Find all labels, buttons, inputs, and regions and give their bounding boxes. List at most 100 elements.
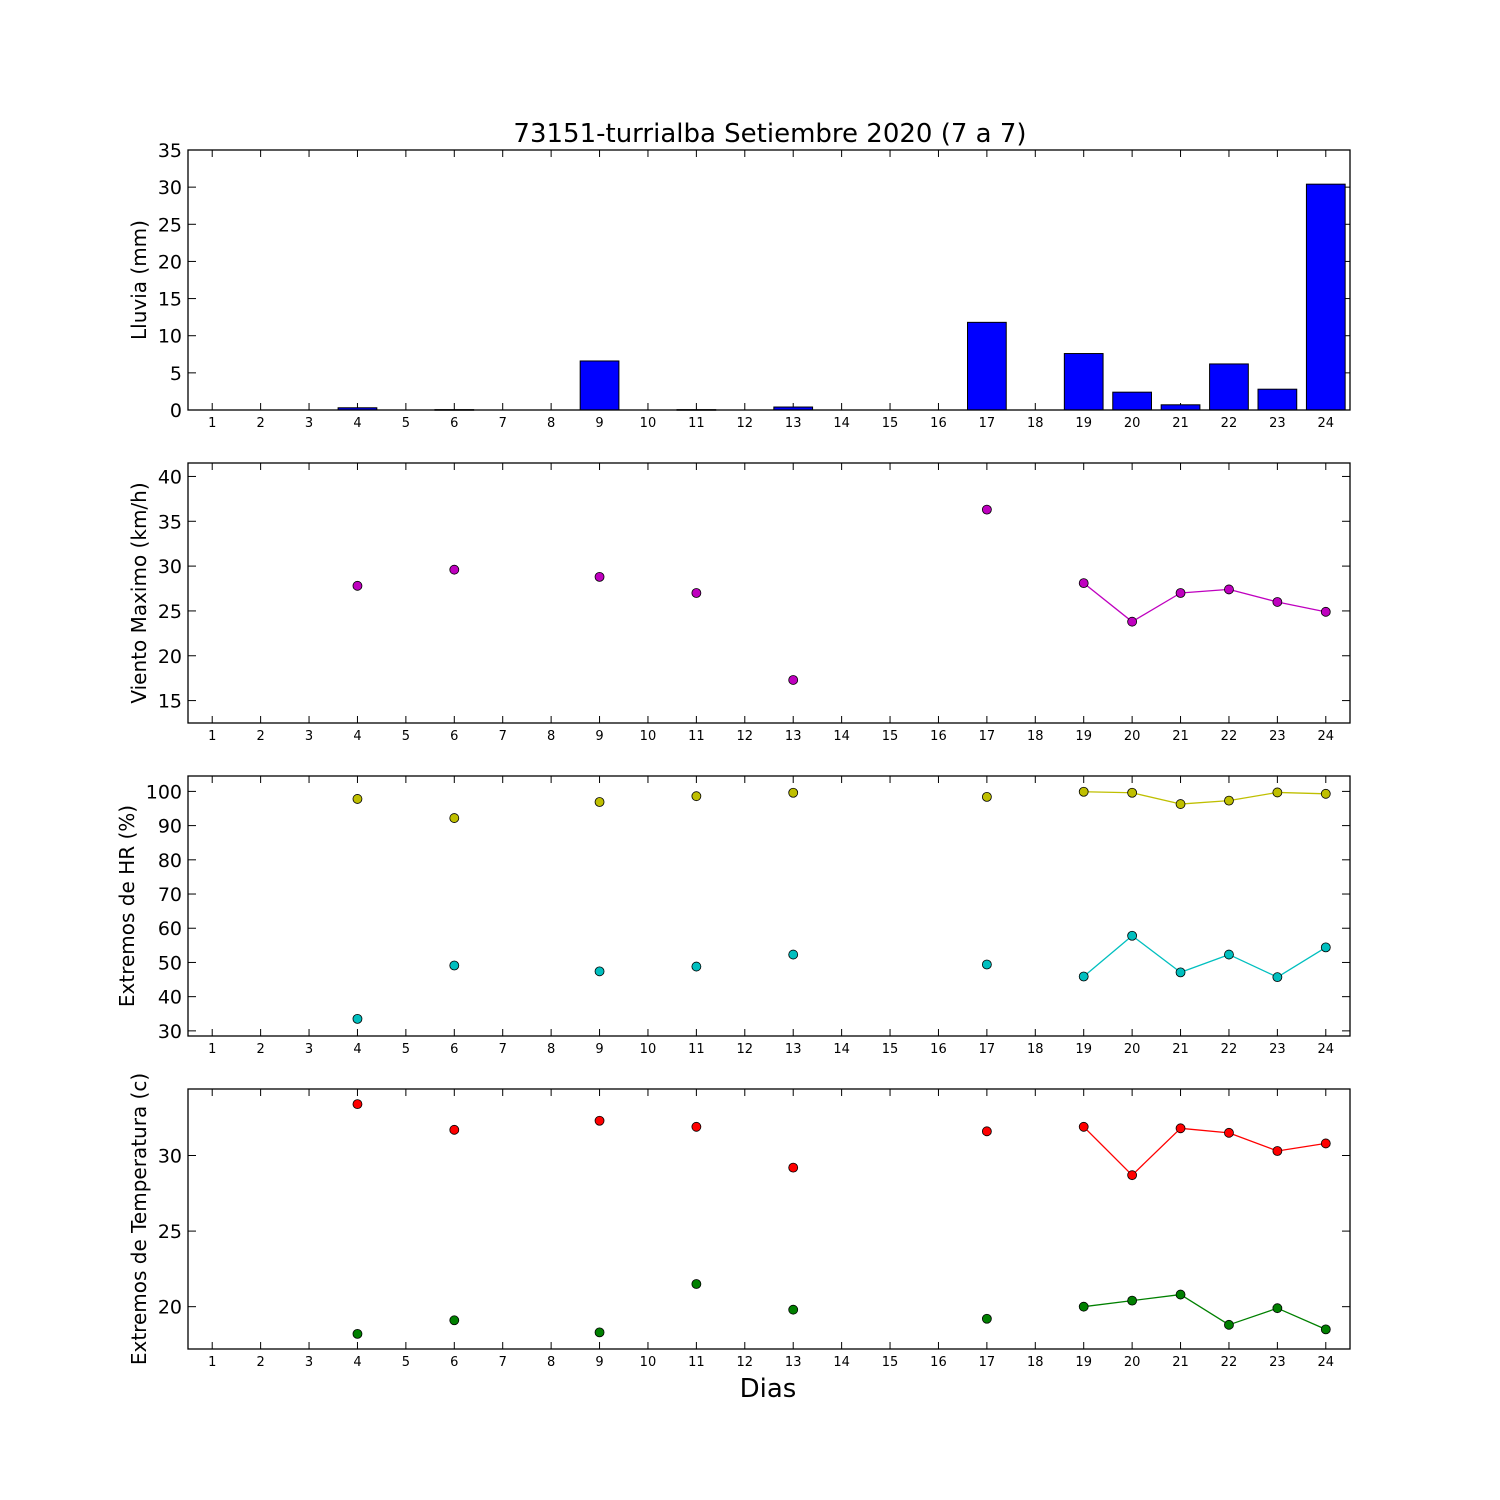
x-tick-label: 22 bbox=[1221, 1355, 1238, 1370]
x-tick-label: 14 bbox=[833, 1042, 850, 1057]
x-tick-label: 1 bbox=[208, 1355, 216, 1370]
temperature-plot-frame bbox=[187, 1088, 1351, 1350]
y-tick-label: 10 bbox=[158, 326, 182, 348]
temperature-series-1-segment bbox=[1083, 1299, 1133, 1308]
humidity-series-1-segment bbox=[1083, 935, 1133, 977]
rain-plot-frame bbox=[187, 149, 1351, 411]
y-tick-label: 25 bbox=[158, 601, 182, 623]
x-tick-label: 1 bbox=[208, 416, 216, 431]
temperature-series-1-point bbox=[352, 1328, 363, 1339]
humidity-series-0-point bbox=[1078, 786, 1089, 797]
y-tick-label: 70 bbox=[158, 884, 182, 906]
humidity-series-0-point bbox=[1175, 799, 1186, 809]
wind-series-0-point bbox=[1272, 597, 1283, 607]
humidity-series-0-point bbox=[594, 797, 605, 807]
x-tick-label: 14 bbox=[833, 416, 850, 431]
x-tick-label: 2 bbox=[256, 729, 264, 744]
rain-bar bbox=[1112, 391, 1152, 411]
humidity-series-1-point bbox=[594, 966, 605, 977]
x-tick-label: 17 bbox=[979, 729, 996, 744]
x-tick-label: 20 bbox=[1124, 729, 1141, 744]
x-tick-label: 23 bbox=[1269, 1355, 1286, 1370]
temperature-series-0-segment bbox=[1131, 1127, 1181, 1176]
x-tick-label: 9 bbox=[595, 1355, 603, 1370]
wind-series-0-point bbox=[1224, 584, 1234, 595]
humidity-series-0-point bbox=[691, 791, 702, 802]
wind-series-0-point bbox=[1320, 606, 1331, 617]
x-tick-label: 13 bbox=[785, 1042, 802, 1057]
rain-bar bbox=[1305, 183, 1346, 411]
temperature-series-0-segment bbox=[1083, 1126, 1133, 1176]
y-tick-label: 35 bbox=[158, 511, 182, 533]
x-tick-label: 22 bbox=[1221, 1042, 1238, 1057]
temperature-series-1-point bbox=[1175, 1289, 1186, 1300]
humidity-series-0-point bbox=[788, 787, 799, 798]
temperature-series-1-point bbox=[449, 1315, 460, 1326]
x-tick-label: 13 bbox=[785, 729, 802, 744]
humidity-series-0-point bbox=[1272, 787, 1283, 798]
y-tick-label: 30 bbox=[158, 1146, 182, 1168]
x-tick-label: 21 bbox=[1172, 729, 1189, 744]
y-tick-label: 50 bbox=[158, 952, 182, 974]
y-tick-label: 60 bbox=[158, 918, 182, 940]
x-tick-label: 2 bbox=[256, 1355, 264, 1370]
x-tick-label: 6 bbox=[450, 729, 458, 744]
x-tick-label: 20 bbox=[1124, 1042, 1141, 1057]
x-tick-label: 1 bbox=[208, 729, 216, 744]
chart-title: 73151-turrialba Setiembre 2020 (7 a 7) bbox=[513, 119, 1026, 149]
wind-series-0-point bbox=[594, 571, 605, 582]
x-tick-label: 6 bbox=[450, 1355, 458, 1370]
x-tick-label: 18 bbox=[1027, 1355, 1044, 1370]
humidity-series-1-segment bbox=[1228, 953, 1278, 978]
y-tick-label: 20 bbox=[158, 1297, 182, 1319]
rain-bar bbox=[1063, 353, 1104, 411]
y-tick-label: 40 bbox=[158, 987, 182, 1009]
x-tick-label: 16 bbox=[930, 1355, 947, 1370]
temperature-series-0-point bbox=[449, 1124, 460, 1135]
x-tick-label: 16 bbox=[930, 729, 947, 744]
x-tick-label: 15 bbox=[882, 1355, 899, 1370]
temperature-series-1-point bbox=[594, 1327, 605, 1338]
temperature-series-1-point bbox=[691, 1279, 702, 1289]
humidity-series-0-point bbox=[1224, 795, 1234, 806]
x-tick-label: 8 bbox=[547, 416, 555, 431]
rain-bar bbox=[1160, 404, 1201, 411]
x-tick-label: 18 bbox=[1027, 1042, 1044, 1057]
x-tick-label: 11 bbox=[688, 729, 705, 744]
wind-series-0-point bbox=[1127, 616, 1138, 627]
wind-series-0-point bbox=[1175, 588, 1186, 598]
temperature-series-0-point bbox=[1272, 1146, 1283, 1156]
humidity-series-1-point bbox=[1127, 930, 1138, 941]
rain-y-axis-label: Lluvia (mm) bbox=[127, 220, 151, 340]
x-tick-label: 11 bbox=[688, 1042, 705, 1057]
humidity-series-1-point bbox=[981, 959, 992, 970]
x-tick-label: 8 bbox=[547, 1042, 555, 1057]
x-tick-label: 8 bbox=[547, 729, 555, 744]
temperature-series-1-point bbox=[1272, 1303, 1283, 1314]
x-tick-label: 3 bbox=[305, 729, 313, 744]
x-tick-label: 23 bbox=[1269, 1042, 1286, 1057]
y-tick-label: 25 bbox=[158, 214, 182, 236]
x-tick-label: 7 bbox=[499, 1042, 507, 1057]
x-tick-label: 2 bbox=[256, 416, 264, 431]
x-tick-label: 3 bbox=[305, 1042, 313, 1057]
wind-series-0-point bbox=[788, 675, 799, 685]
x-tick-label: 4 bbox=[353, 1355, 361, 1370]
x-tick-label: 17 bbox=[979, 416, 996, 431]
humidity-series-1-segment bbox=[1277, 946, 1327, 978]
wind-series-0-segment bbox=[1277, 601, 1326, 613]
y-tick-label: 30 bbox=[158, 177, 182, 199]
humidity-series-0-segment bbox=[1180, 799, 1230, 805]
temperature-series-1-point bbox=[1224, 1319, 1234, 1330]
humidity-series-1-segment bbox=[1180, 953, 1230, 973]
x-tick-label: 8 bbox=[547, 1355, 555, 1370]
wind-series-0-segment bbox=[1228, 588, 1278, 603]
x-tick-label: 12 bbox=[737, 1355, 754, 1370]
wind-series-0-point bbox=[352, 580, 363, 591]
wind-series-0-point bbox=[981, 504, 992, 515]
wind-series-0-segment bbox=[1083, 582, 1133, 623]
